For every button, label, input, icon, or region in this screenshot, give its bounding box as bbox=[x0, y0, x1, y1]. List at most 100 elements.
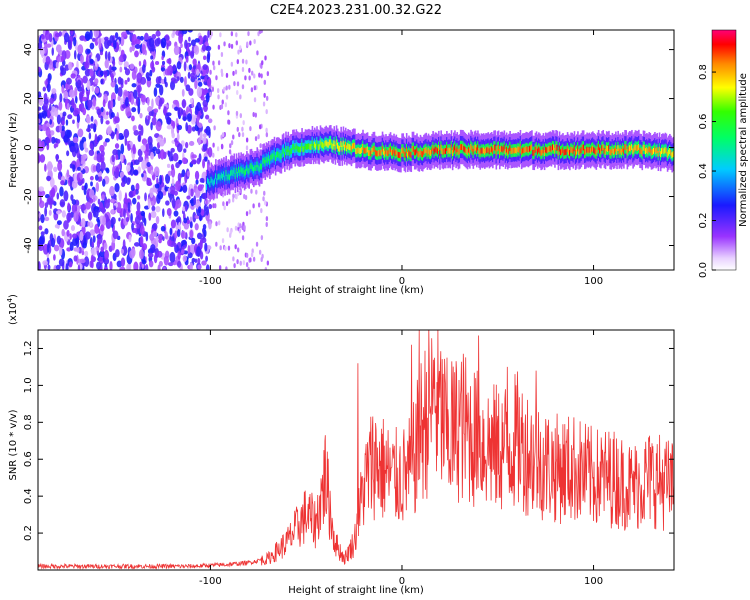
noise-speck bbox=[163, 255, 169, 266]
ridge-cell bbox=[481, 148, 484, 155]
noise-speck bbox=[266, 260, 270, 266]
noise-speck bbox=[110, 112, 115, 118]
ridge-cell bbox=[601, 145, 603, 152]
ridge-cell bbox=[620, 149, 623, 155]
ridge-cell bbox=[438, 145, 440, 151]
noise-speck bbox=[160, 67, 166, 72]
noise-speck bbox=[257, 202, 261, 208]
ridge-cell bbox=[441, 148, 444, 155]
noise-speck bbox=[242, 260, 246, 266]
noise-speck bbox=[84, 31, 91, 41]
ridge-cell bbox=[257, 164, 260, 171]
noise-speck bbox=[98, 175, 103, 182]
ridge-cell bbox=[221, 173, 224, 180]
noise-speck bbox=[139, 35, 144, 41]
noise-speck bbox=[50, 187, 56, 198]
noise-speck bbox=[96, 108, 102, 116]
ridge-cell bbox=[527, 147, 530, 154]
noise-speck bbox=[131, 222, 134, 231]
noise-speck bbox=[133, 261, 139, 270]
noise-speck bbox=[84, 250, 89, 257]
noise-speck bbox=[223, 86, 226, 92]
x-tick-label: 0 bbox=[399, 276, 405, 287]
noise-speck bbox=[129, 249, 135, 259]
noise-speck bbox=[89, 142, 94, 150]
noise-speck bbox=[205, 125, 211, 136]
noise-speck bbox=[100, 161, 106, 171]
ridge-cell bbox=[233, 167, 236, 174]
ridge-cell bbox=[403, 150, 406, 157]
ridge-cell bbox=[332, 143, 334, 150]
noise-speck bbox=[232, 193, 235, 199]
ridge-cell bbox=[430, 149, 432, 156]
noise-speck bbox=[146, 181, 153, 186]
ridge-cell bbox=[526, 146, 529, 153]
noise-speck bbox=[228, 84, 231, 90]
ridge-cell bbox=[361, 147, 363, 153]
noise-speck bbox=[241, 126, 244, 132]
ridge-cell bbox=[627, 146, 630, 153]
noise-speck bbox=[55, 153, 59, 162]
noise-speck bbox=[253, 73, 256, 79]
noise-speck bbox=[199, 251, 204, 260]
ridge-cell bbox=[334, 144, 337, 151]
noise-speck bbox=[242, 120, 245, 126]
noise-speck bbox=[133, 124, 137, 131]
noise-speck bbox=[230, 140, 234, 146]
noise-speck bbox=[103, 257, 110, 265]
noise-speck bbox=[254, 136, 258, 142]
noise-speck bbox=[199, 177, 205, 183]
noise-speck bbox=[197, 264, 202, 270]
ridge-cell bbox=[581, 144, 584, 151]
noise-speck bbox=[228, 43, 231, 49]
noise-speck bbox=[140, 94, 146, 103]
noise-speck bbox=[90, 115, 94, 122]
y-tick-label: -40 bbox=[23, 237, 34, 253]
noise-speck bbox=[144, 192, 147, 202]
noise-speck bbox=[81, 84, 85, 93]
ridge-cell bbox=[490, 146, 493, 153]
noise-speck bbox=[86, 128, 91, 133]
noise-speck bbox=[42, 102, 48, 111]
noise-speck bbox=[123, 61, 129, 68]
ridge-cell bbox=[626, 149, 629, 156]
noise-speck bbox=[38, 124, 43, 131]
noise-speck bbox=[73, 50, 77, 60]
noise-speck bbox=[245, 59, 248, 65]
ridge-cell bbox=[558, 145, 561, 152]
noise-speck bbox=[241, 58, 245, 64]
noise-speck bbox=[86, 91, 90, 101]
noise-speck bbox=[92, 97, 96, 107]
noise-speck bbox=[202, 133, 207, 138]
ridge-cell bbox=[373, 145, 376, 152]
ridge-cell bbox=[372, 146, 375, 153]
noise-speck bbox=[73, 142, 79, 154]
noise-speck bbox=[175, 218, 181, 223]
ridge-cell bbox=[485, 147, 487, 154]
noise-speck bbox=[77, 264, 81, 270]
noise-speck bbox=[206, 78, 211, 87]
ridge-cell bbox=[217, 174, 219, 181]
ridge-cell bbox=[266, 157, 269, 164]
noise-speck bbox=[42, 86, 46, 92]
ridge-cell bbox=[531, 144, 533, 151]
noise-speck bbox=[202, 142, 208, 151]
ridge-cell bbox=[311, 140, 314, 147]
ridge-cell bbox=[225, 170, 228, 176]
noise-speck bbox=[104, 59, 109, 69]
ridge-cell bbox=[353, 142, 355, 149]
noise-speck bbox=[121, 218, 125, 227]
noise-speck bbox=[173, 79, 178, 84]
ridge-cell bbox=[359, 148, 362, 155]
ridge-cell bbox=[362, 143, 364, 150]
noise-speck bbox=[68, 261, 73, 268]
noise-speck bbox=[180, 230, 186, 239]
noise-speck bbox=[177, 260, 182, 268]
ridge-cell bbox=[416, 147, 418, 154]
noise-speck bbox=[114, 32, 119, 39]
ridge-cell bbox=[621, 146, 624, 153]
ridge-cell bbox=[456, 146, 459, 153]
noise-speck bbox=[232, 134, 235, 140]
ridge-cell bbox=[449, 148, 452, 155]
noise-speck bbox=[89, 189, 95, 199]
